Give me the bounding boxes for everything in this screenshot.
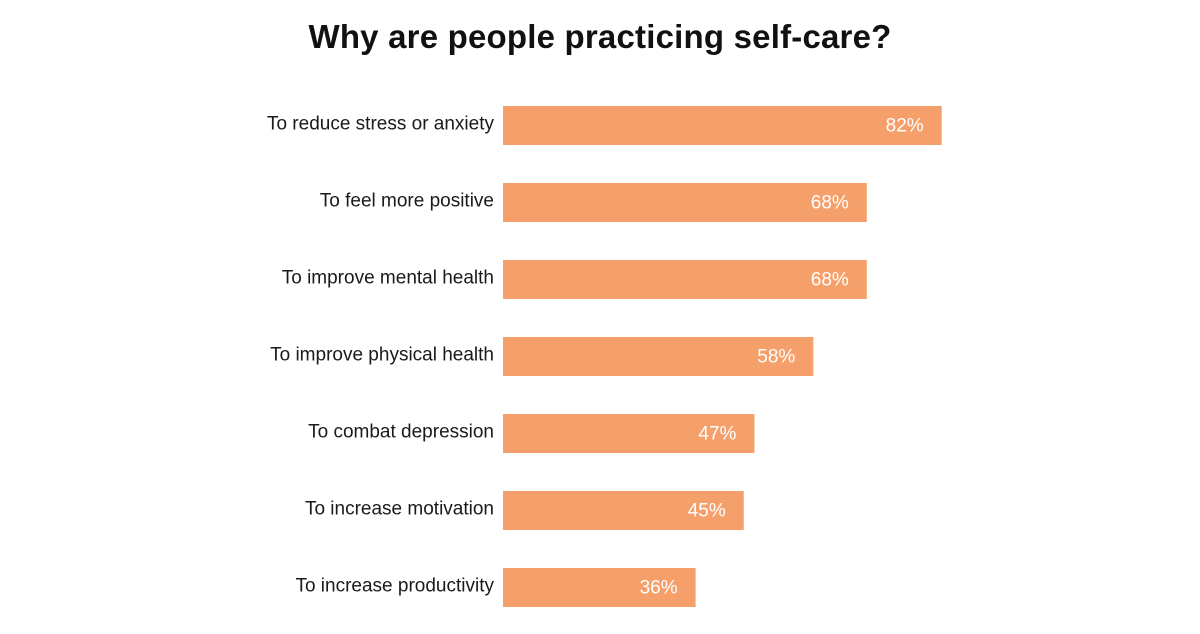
- bar: [503, 491, 744, 530]
- bar: [503, 183, 867, 222]
- category-label: To improve mental health: [282, 268, 494, 289]
- bar: [503, 568, 696, 607]
- chart-title: Why are people practicing self-care?: [308, 18, 892, 55]
- category-label: To reduce stress or anxiety: [267, 114, 495, 135]
- bar: [503, 337, 814, 376]
- bar: [503, 414, 755, 453]
- category-label: To feel more positive: [320, 191, 494, 212]
- value-label: 47%: [698, 424, 736, 445]
- value-label: 45%: [688, 501, 726, 522]
- value-label: 58%: [757, 347, 795, 368]
- category-label: To increase motivation: [305, 499, 494, 520]
- category-label: To combat depression: [308, 422, 494, 443]
- value-label: 82%: [886, 116, 924, 137]
- category-label: To increase productivity: [295, 576, 494, 597]
- value-label: 36%: [640, 578, 678, 599]
- bar: [503, 260, 867, 299]
- category-label: To improve physical health: [270, 345, 494, 366]
- value-label: 68%: [811, 270, 849, 291]
- bar: [503, 106, 942, 145]
- value-label: 68%: [811, 193, 849, 214]
